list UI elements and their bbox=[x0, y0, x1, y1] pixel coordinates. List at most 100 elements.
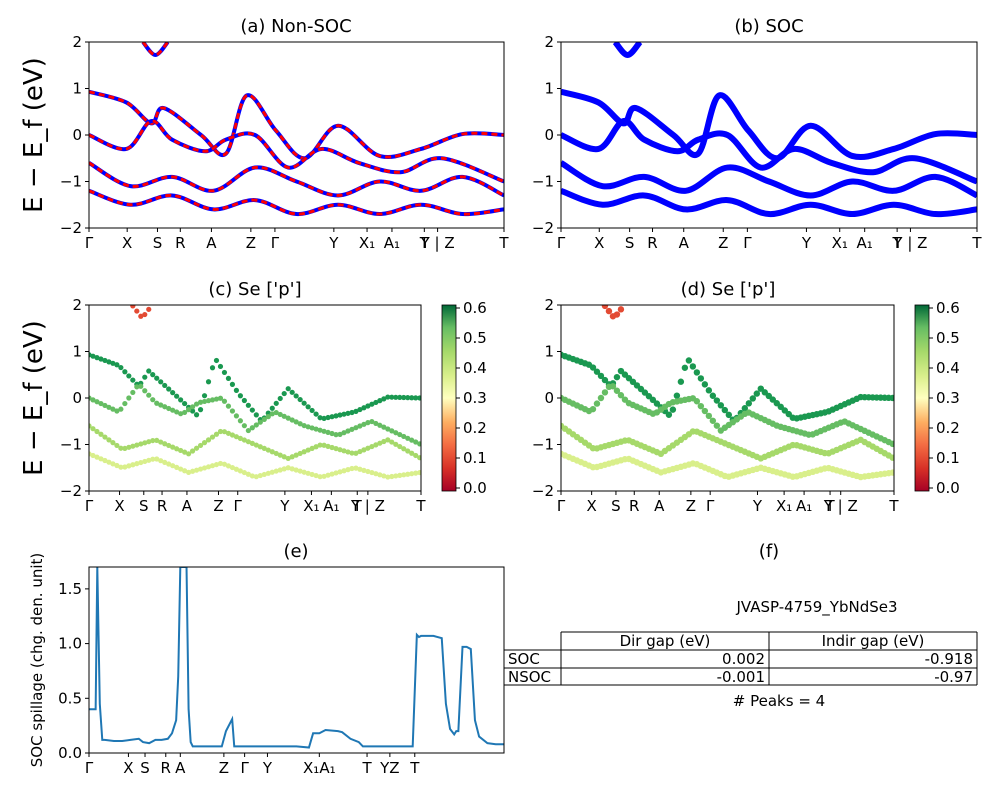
projection-point bbox=[126, 395, 132, 401]
xtick-label: A bbox=[679, 234, 690, 252]
projection-point bbox=[597, 372, 605, 380]
xtick-label: Y bbox=[752, 497, 763, 515]
projection-point bbox=[170, 463, 176, 469]
projection-point bbox=[317, 415, 323, 421]
projection-point bbox=[393, 441, 399, 447]
projection-point bbox=[321, 415, 327, 421]
projection-point bbox=[221, 429, 228, 435]
projection-point bbox=[293, 452, 299, 458]
projection-point bbox=[297, 396, 303, 403]
panel-c-colorbar bbox=[441, 304, 457, 492]
projection-point bbox=[134, 308, 140, 314]
projection-point bbox=[601, 305, 609, 310]
projection-point bbox=[166, 442, 172, 449]
colorbar-label: 0.3 bbox=[936, 389, 960, 407]
projection-point bbox=[593, 400, 601, 407]
panel-e-spillage bbox=[89, 567, 504, 749]
projection-point bbox=[178, 397, 184, 403]
projection-point bbox=[889, 440, 894, 448]
projection-point bbox=[317, 442, 323, 448]
ytick-label: 2 bbox=[72, 33, 82, 51]
projection-point bbox=[673, 392, 681, 399]
panel-c-title: (c) Se ['p'] bbox=[208, 279, 301, 300]
ytick-label: 1 bbox=[72, 343, 82, 361]
projection-point bbox=[713, 397, 721, 404]
projection-point bbox=[593, 368, 601, 375]
projection-point bbox=[189, 468, 196, 474]
table-cell-indir: -0.918 bbox=[925, 650, 973, 668]
projection-point bbox=[261, 416, 267, 422]
projection-point bbox=[273, 409, 279, 416]
projection-point bbox=[417, 395, 421, 401]
projection-point bbox=[393, 473, 399, 479]
projection-point bbox=[301, 400, 307, 406]
projection-point bbox=[94, 399, 100, 405]
projection-point bbox=[373, 420, 379, 427]
xtick-label: A bbox=[175, 759, 186, 777]
projection-point bbox=[94, 428, 100, 435]
projection-point bbox=[281, 454, 287, 460]
band-line-nonsoc bbox=[89, 161, 504, 197]
projection-point bbox=[309, 425, 315, 431]
projection-point bbox=[94, 355, 100, 361]
projection-point bbox=[217, 460, 224, 467]
projection-point bbox=[325, 443, 331, 449]
projection-point bbox=[253, 412, 259, 418]
projection-point bbox=[337, 469, 343, 475]
projection-point bbox=[166, 405, 172, 412]
projection-point bbox=[321, 473, 327, 479]
projection-point bbox=[689, 363, 697, 370]
xtick-label: Y bbox=[262, 759, 273, 777]
xtick-label: Z bbox=[213, 497, 223, 515]
xtick-label: Γ bbox=[85, 497, 94, 515]
projection-point bbox=[229, 408, 236, 414]
panel-f-footer: # Peaks = 4 bbox=[733, 692, 825, 710]
projection-point bbox=[225, 375, 232, 382]
colorbar-label: 0.0 bbox=[936, 479, 960, 497]
projection-point bbox=[122, 369, 128, 375]
xtick-label: A bbox=[206, 234, 217, 252]
ytick-label: 1 bbox=[72, 80, 82, 98]
projection-point bbox=[229, 464, 236, 471]
projection-point bbox=[98, 431, 104, 437]
projection-point bbox=[369, 443, 375, 450]
projection-point bbox=[393, 430, 399, 436]
xtick-label: A bbox=[182, 497, 193, 515]
projection-point bbox=[154, 437, 160, 444]
projection-point bbox=[94, 454, 100, 460]
projection-point bbox=[269, 449, 275, 455]
projection-point bbox=[269, 405, 275, 411]
projection-point bbox=[369, 401, 375, 407]
projection-point bbox=[261, 471, 267, 478]
panel-e-ylabel: SOC spillage (chg. den. unit) bbox=[28, 553, 46, 768]
colorbar-label: 0.2 bbox=[463, 419, 487, 437]
projection-point bbox=[397, 472, 403, 478]
projection-point bbox=[146, 439, 152, 445]
projection-point bbox=[130, 305, 136, 309]
projection-point bbox=[233, 466, 240, 472]
projection-point bbox=[118, 406, 124, 412]
projection-point bbox=[158, 439, 164, 445]
xtick-label: R bbox=[629, 497, 639, 515]
ytick-label: −2 bbox=[60, 219, 82, 237]
table-header-dir: Dir gap (eV) bbox=[620, 632, 711, 650]
projection-point bbox=[409, 395, 415, 401]
projection-point bbox=[357, 466, 363, 472]
projection-point bbox=[90, 426, 96, 432]
ytick-label: −1 bbox=[532, 436, 554, 454]
projection-point bbox=[301, 469, 307, 475]
projection-point bbox=[158, 458, 164, 464]
projection-point bbox=[138, 313, 144, 319]
projection-point bbox=[277, 452, 283, 458]
projection-point bbox=[102, 357, 108, 364]
projection-point bbox=[154, 456, 160, 462]
projection-point bbox=[709, 417, 717, 424]
panel-f: (f) JVASP-4759_YbNdSe3 Dir gap (eV) Indir… bbox=[503, 541, 978, 710]
projection-point bbox=[337, 412, 343, 418]
projection-point bbox=[197, 399, 204, 405]
projection-point bbox=[697, 402, 705, 410]
projection-point bbox=[114, 462, 120, 469]
projection-point bbox=[106, 359, 112, 365]
projection-point bbox=[245, 439, 251, 445]
projection-point bbox=[213, 461, 220, 468]
